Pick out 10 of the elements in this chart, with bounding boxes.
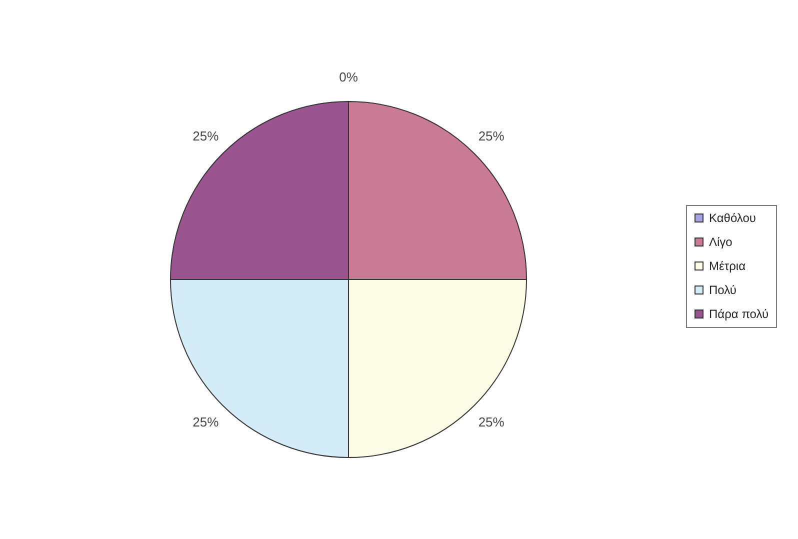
legend-label: Πάρα πολύ — [709, 307, 769, 321]
legend-label: Μέτρια — [709, 259, 746, 273]
legend-label: Πολύ — [709, 283, 736, 297]
data-label: 25% — [478, 414, 505, 430]
legend-label: Λίγο — [709, 235, 733, 249]
data-label: 25% — [192, 128, 220, 144]
text: 0% — [339, 70, 358, 84]
data-label: 25% — [478, 128, 505, 144]
data-label: 25% — [192, 414, 220, 430]
legend-label: Καθόλου — [709, 211, 756, 225]
